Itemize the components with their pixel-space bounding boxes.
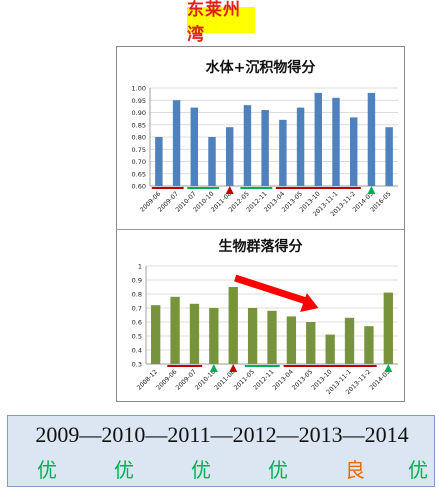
y-tick-label: 0.5 xyxy=(132,333,142,341)
y-tick-label: 0.85 xyxy=(132,121,146,129)
y-tick-label: 0.7 xyxy=(132,305,142,313)
bar xyxy=(190,107,199,186)
timeline-panel: 2009—2010—2011—2012—2013—2014 优 优 优 优 良 优 xyxy=(7,415,435,487)
timeline-grade: 优 xyxy=(191,458,211,482)
red-triangle-marker xyxy=(229,364,238,372)
y-tick-label: 0.80 xyxy=(132,134,146,142)
y-tick-label: 0.3 xyxy=(132,361,142,369)
y-tick-label: 0.70 xyxy=(132,158,146,166)
green-triangle-marker xyxy=(367,186,376,194)
bar xyxy=(385,127,393,186)
y-tick-label: 0.90 xyxy=(132,109,146,117)
timeline-grade: 优 xyxy=(268,458,288,482)
y-tick-label: 1.00 xyxy=(132,85,146,93)
bar xyxy=(306,322,316,364)
bar xyxy=(155,137,163,186)
bar xyxy=(225,127,234,186)
bar xyxy=(364,326,374,364)
trend-arrow-head xyxy=(300,293,319,312)
y-tick-label: 0.60 xyxy=(132,183,146,191)
bar xyxy=(209,308,219,364)
bar xyxy=(208,137,216,186)
bar xyxy=(247,308,258,364)
trend-arrow-shaft xyxy=(234,274,312,306)
y-tick-label: 0.75 xyxy=(132,146,146,154)
timeline-years: 2009—2010—2011—2012—2013—2014 xyxy=(35,422,409,447)
timeline-grade: 优 xyxy=(114,458,134,482)
y-tick-label: 1 xyxy=(138,263,142,271)
bar xyxy=(170,296,180,364)
bar xyxy=(172,100,181,186)
chart-divider xyxy=(116,229,405,230)
y-tick-label: 0.8 xyxy=(132,291,142,299)
timeline-grade: 优 xyxy=(37,458,57,482)
bar xyxy=(189,303,200,364)
bar xyxy=(325,334,335,364)
bar xyxy=(151,305,161,364)
y-tick-label: 0.95 xyxy=(132,97,146,105)
chart-panel xyxy=(116,46,405,402)
bar xyxy=(383,292,393,364)
bar xyxy=(367,92,376,186)
y-tick-label: 0.9 xyxy=(132,277,142,285)
bar xyxy=(296,107,305,186)
water-sediment-score-chart: 0.600.650.700.750.800.850.900.951.002009… xyxy=(132,85,398,218)
bar xyxy=(314,92,323,186)
y-tick-label: 0.4 xyxy=(132,347,142,355)
bar xyxy=(286,316,297,364)
timeline-grade: 优 xyxy=(408,458,428,482)
bar xyxy=(332,97,340,186)
timeline-grade: 良 xyxy=(345,458,365,482)
chart2-title: 生物群落得分 xyxy=(218,239,303,255)
bar xyxy=(261,110,269,186)
red-triangle-marker xyxy=(225,186,234,194)
green-triangle-marker xyxy=(209,364,218,372)
green-triangle-marker xyxy=(384,364,393,372)
page-title: 东莱州湾 xyxy=(187,0,255,45)
bar xyxy=(279,119,287,186)
bar xyxy=(349,117,358,186)
bar xyxy=(344,317,355,364)
bar xyxy=(228,287,238,364)
y-tick-label: 0.6 xyxy=(132,319,142,327)
biocommunity-score-chart: 0.30.40.50.60.70.80.912008-122009-062009… xyxy=(132,263,398,396)
chart1-title: 水体+沉积物得分 xyxy=(205,60,316,76)
y-tick-label: 0.65 xyxy=(132,170,146,178)
bar xyxy=(243,105,252,186)
bar xyxy=(267,310,277,364)
